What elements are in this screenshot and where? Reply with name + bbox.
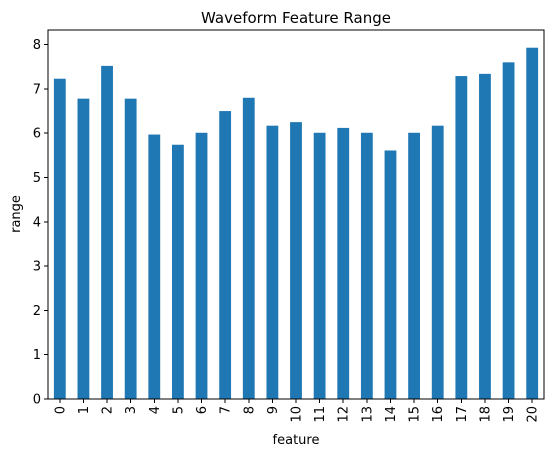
x-tick-label: 3 xyxy=(124,406,139,414)
bar-12 xyxy=(337,128,349,399)
chart-title: Waveform Feature Range xyxy=(201,9,391,27)
x-tick-label: 6 xyxy=(195,406,210,414)
y-tick-label: 1 xyxy=(33,348,41,363)
bar-18 xyxy=(479,74,491,399)
y-tick-label: 5 xyxy=(33,171,41,186)
x-tick-label: 2 xyxy=(101,406,116,414)
bar-14 xyxy=(385,150,397,399)
y-tick-label: 0 xyxy=(33,393,41,408)
bar-7 xyxy=(219,111,231,399)
x-tick-label: 4 xyxy=(148,406,163,414)
y-tick-label: 7 xyxy=(33,82,41,97)
bar-8 xyxy=(243,98,255,399)
x-axis-label: feature xyxy=(273,433,320,448)
x-tick-label: 11 xyxy=(313,406,328,423)
x-tick-label: 8 xyxy=(242,406,257,414)
bar-9 xyxy=(266,126,278,399)
x-tick-label: 0 xyxy=(53,406,68,414)
y-tick-label: 8 xyxy=(33,38,41,53)
bar-6 xyxy=(196,133,208,399)
x-tick-label: 12 xyxy=(337,406,352,423)
y-tick-label: 6 xyxy=(33,127,41,142)
y-tick-label: 2 xyxy=(33,304,41,319)
y-axis: 0 1 2 3 4 5 6 7 8 xyxy=(33,38,48,407)
bar-4 xyxy=(148,135,160,399)
bar-0 xyxy=(54,79,66,399)
x-tick-label: 10 xyxy=(290,406,305,423)
x-tick-label: 17 xyxy=(455,406,470,423)
x-tick-label: 15 xyxy=(408,406,423,423)
bar-17 xyxy=(455,76,467,399)
x-tick-label: 7 xyxy=(219,406,234,414)
x-tick-label: 5 xyxy=(171,406,186,414)
bar-3 xyxy=(125,99,137,399)
bar-5 xyxy=(172,145,184,399)
y-axis-label: range xyxy=(9,195,24,233)
bar-19 xyxy=(503,62,515,399)
x-tick-label: 18 xyxy=(478,406,493,423)
bar-10 xyxy=(290,122,302,399)
x-tick-label: 19 xyxy=(502,406,517,423)
x-tick-label: 14 xyxy=(384,406,399,423)
bar-11 xyxy=(314,133,326,399)
x-tick-label: 20 xyxy=(526,406,541,423)
x-tick-label: 13 xyxy=(360,406,375,423)
x-tick-label: 16 xyxy=(431,406,446,423)
y-tick-label: 3 xyxy=(33,260,41,275)
bar-20 xyxy=(526,48,538,399)
y-tick-label: 4 xyxy=(33,215,41,230)
bar-16 xyxy=(432,126,444,399)
x-tick-label: 1 xyxy=(77,406,92,414)
bar-1 xyxy=(78,99,90,399)
x-tick-label: 9 xyxy=(266,406,281,414)
bars-group xyxy=(54,48,538,399)
bar-2 xyxy=(101,66,113,399)
bar-15 xyxy=(408,133,420,399)
x-axis: 0 1 2 3 4 5 6 7 8 9 10 11 12 13 14 15 16 17 18 19 20 xyxy=(53,399,540,423)
bar-13 xyxy=(361,133,373,399)
